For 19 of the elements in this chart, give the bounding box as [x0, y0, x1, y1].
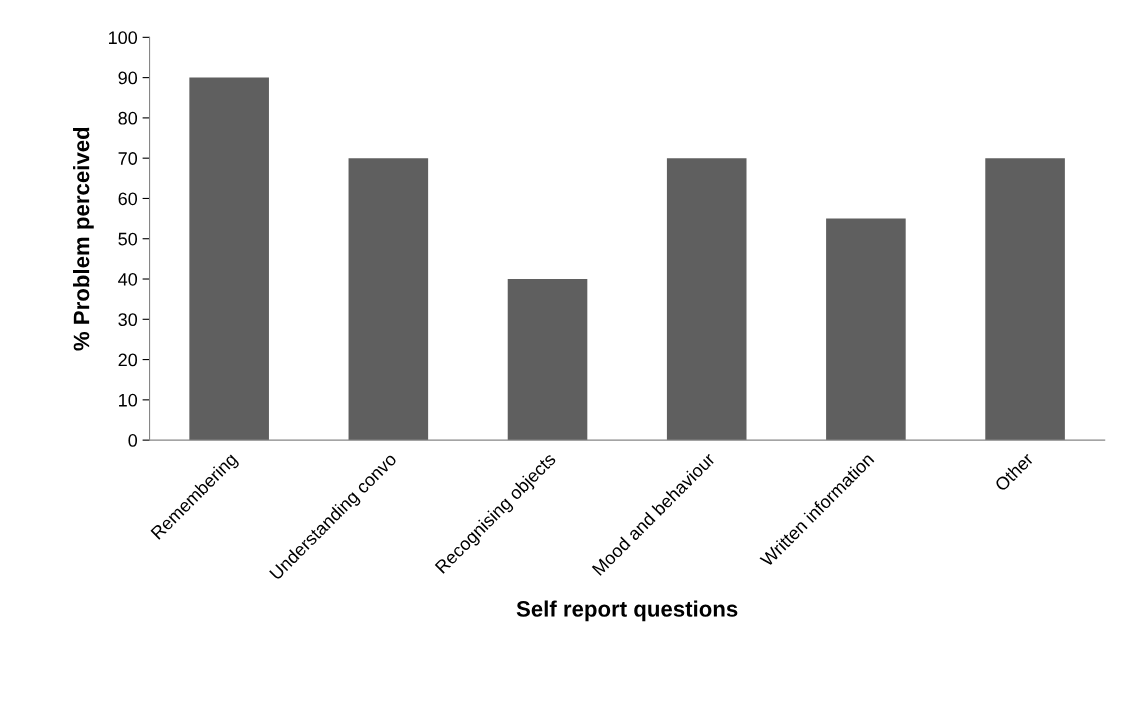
y-axis-title: % Problem perceived: [73, 127, 94, 351]
bar: [666, 158, 747, 441]
bar: [348, 158, 429, 441]
y-tick-label: 80: [118, 111, 138, 125]
y-tick-label: 20: [118, 353, 138, 367]
bar: [507, 279, 588, 441]
bar: [985, 158, 1065, 441]
y-tick-label: 30: [118, 313, 138, 327]
y-tick-label: 60: [118, 192, 138, 206]
y-tick-label: 0: [128, 434, 138, 447]
x-axis-title: Self report questions: [516, 600, 738, 622]
bar: [189, 77, 269, 441]
y-tick-label: 90: [118, 71, 138, 85]
y-tick-label: 50: [118, 232, 138, 246]
y-tick-label: 100: [109, 31, 138, 45]
y-tick-label: 40: [118, 272, 138, 286]
bar: [826, 218, 906, 441]
y-tick-label: 70: [118, 152, 138, 165]
y-tick-label: 10: [119, 393, 138, 407]
